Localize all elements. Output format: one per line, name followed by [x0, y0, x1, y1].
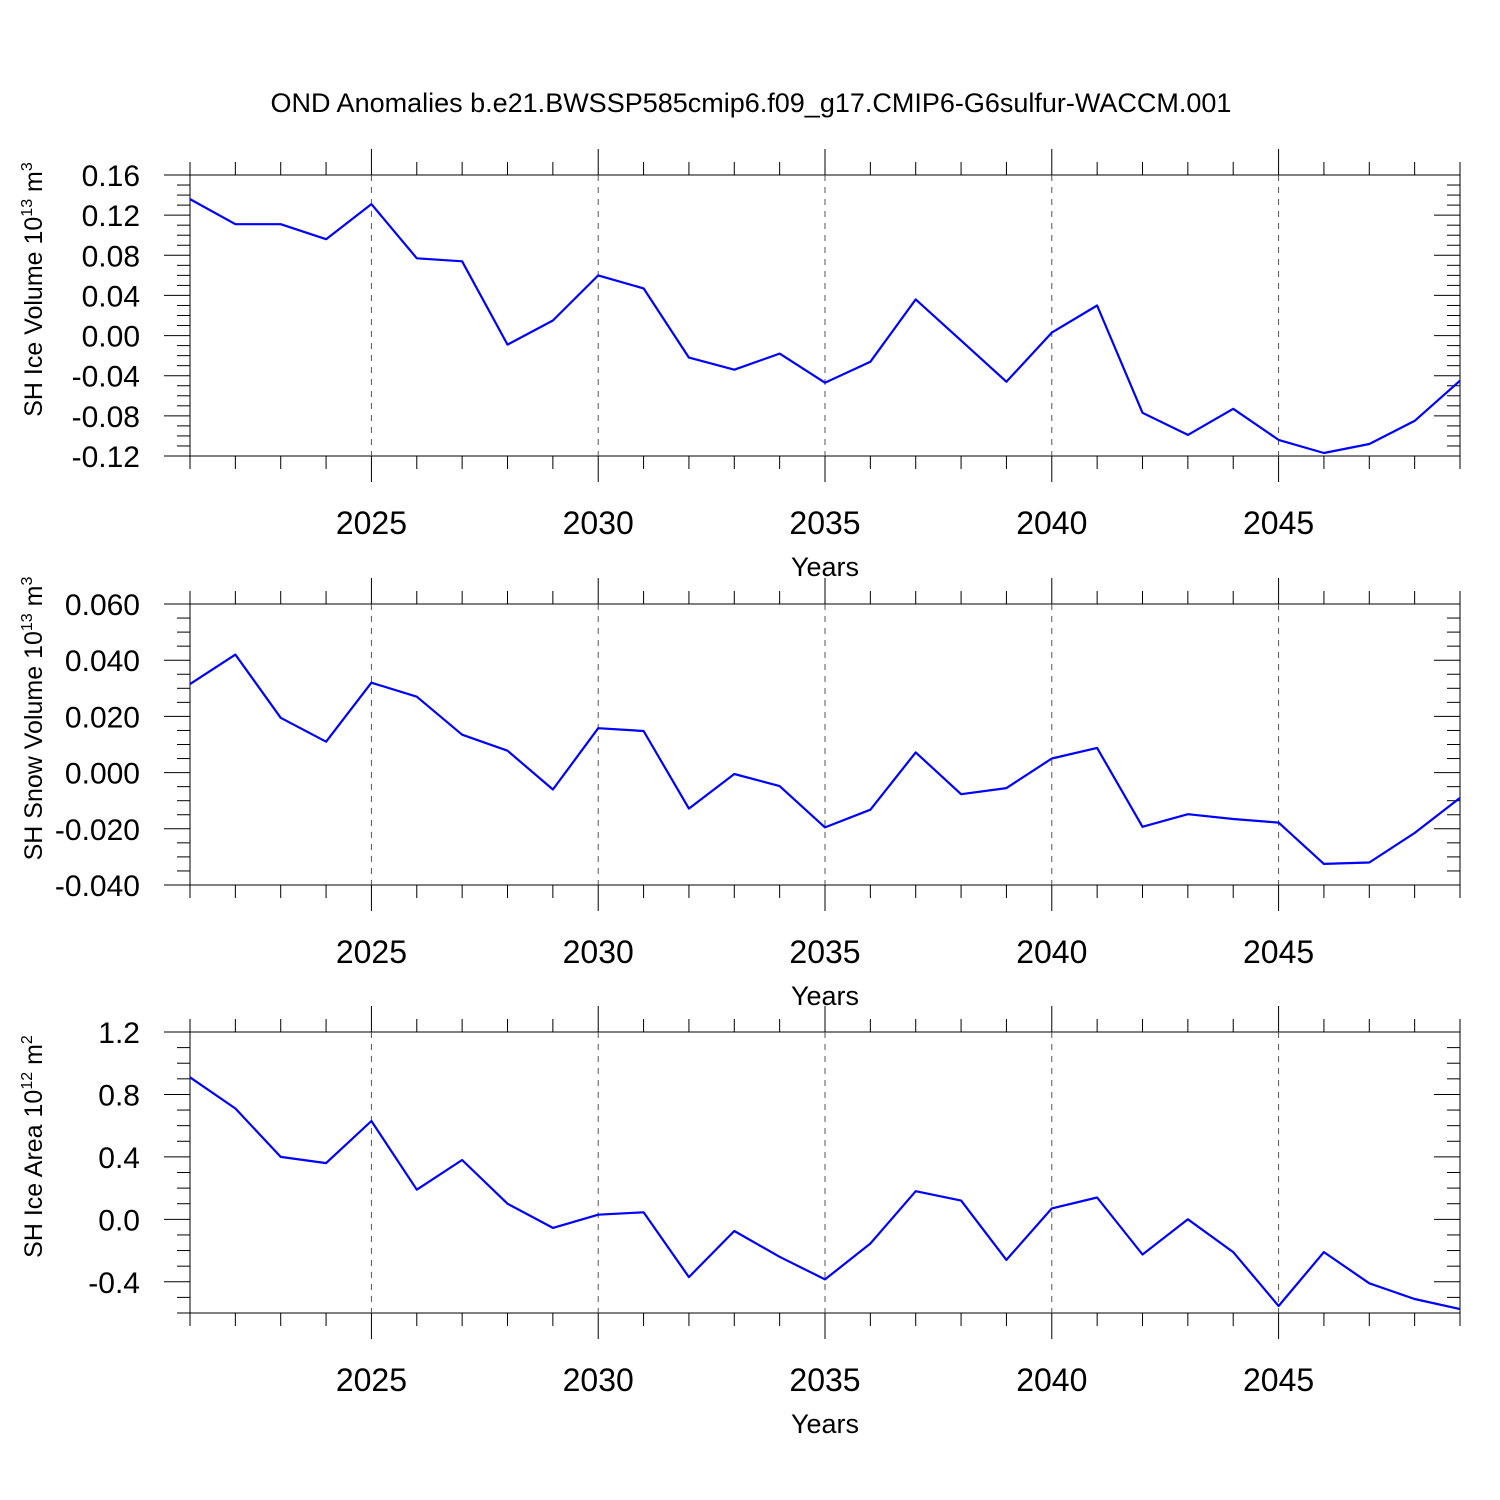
tick-marks	[164, 149, 1461, 482]
x-tick-label: 2045	[1243, 1362, 1314, 1398]
y-tick-label: 0.08	[82, 240, 140, 273]
y-tick-label: 0.040	[65, 645, 140, 678]
y-tick-label: 0.04	[82, 280, 140, 313]
x-tick-labels: 2025 2030 2035 2040 2045	[336, 934, 1314, 970]
x-tick-labels: 2025 2030 2035 2040 2045	[336, 505, 1314, 541]
y-tick-labels: 1.2 0.8 0.4 0.0 -0.4	[88, 1017, 140, 1300]
y-axis-label: SH Ice Volume 1013 m3	[19, 162, 48, 417]
y-axis-label: SH Snow Volume 1013 m3	[19, 577, 48, 861]
y-tick-label: 0.12	[82, 200, 140, 233]
y-tick-label: 1.2	[98, 1017, 140, 1050]
x-axis-label: Years	[791, 552, 859, 582]
x-tick-label: 2025	[336, 1362, 407, 1398]
y-tick-labels: 0.16 0.12 0.08 0.04 0.00 -0.04 -0.08 -0.…	[72, 160, 140, 474]
x-tick-label: 2035	[789, 1362, 860, 1398]
y-tick-label: -0.020	[55, 814, 140, 847]
panel-ice-volume: 0.16 0.12 0.08 0.04 0.00 -0.04 -0.08 -0.…	[19, 149, 1461, 582]
x-tick-label: 2035	[789, 505, 860, 541]
y-tick-label: 0.0	[98, 1204, 140, 1237]
x-tick-label: 2030	[563, 505, 634, 541]
x-gridlines	[370, 604, 1280, 885]
x-gridlines	[370, 1032, 1280, 1313]
y-tick-label: 0.060	[65, 589, 140, 622]
y-tick-label: -0.4	[88, 1267, 140, 1300]
y-tick-label: -0.08	[72, 401, 140, 434]
plot-frame	[189, 603, 1461, 886]
x-axis-label: Years	[791, 1409, 859, 1439]
plot-frame	[189, 1031, 1461, 1314]
x-tick-label: 2025	[336, 505, 407, 541]
y-tick-label: 0.00	[82, 321, 140, 354]
panel-snow-volume: 0.060 0.040 0.020 0.000 -0.020 -0.040 20…	[19, 577, 1461, 1011]
series-line-ice-volume	[189, 198, 1461, 455]
x-tick-label: 2040	[1016, 505, 1087, 541]
y-tick-label: 0.000	[65, 758, 140, 791]
tick-marks	[164, 578, 1461, 911]
x-tick-label: 2040	[1016, 934, 1087, 970]
tick-marks	[164, 1006, 1461, 1339]
y-tick-label: 0.020	[65, 701, 140, 734]
y-tick-label: 0.4	[98, 1142, 140, 1175]
x-tick-label: 2030	[563, 1362, 634, 1398]
y-tick-label: -0.04	[72, 361, 140, 394]
x-tick-label: 2030	[563, 934, 634, 970]
chart-title: OND Anomalies b.e21.BWSSP585cmip6.f09_g1…	[271, 88, 1232, 118]
y-tick-label: -0.12	[72, 441, 140, 474]
x-tick-label: 2040	[1016, 1362, 1087, 1398]
y-tick-label: 0.8	[98, 1079, 140, 1112]
plot-frame	[189, 174, 1461, 457]
x-tick-labels: 2025 2030 2035 2040 2045	[336, 1362, 1314, 1398]
x-tick-label: 2045	[1243, 505, 1314, 541]
y-tick-label: -0.040	[55, 870, 140, 903]
x-tick-label: 2025	[336, 934, 407, 970]
y-tick-label: 0.16	[82, 160, 140, 193]
series-line-snow-volume	[189, 653, 1461, 866]
x-tick-label: 2045	[1243, 934, 1314, 970]
x-tick-label: 2035	[789, 934, 860, 970]
series-line-ice-area	[189, 1076, 1461, 1311]
y-axis-label: SH Ice Area 1012 m2	[19, 1035, 48, 1258]
y-tick-labels: 0.060 0.040 0.020 0.000 -0.020 -0.040	[55, 589, 140, 903]
panel-ice-area: 1.2 0.8 0.4 0.0 -0.4 2025 2030 2035 2040…	[19, 1006, 1461, 1439]
